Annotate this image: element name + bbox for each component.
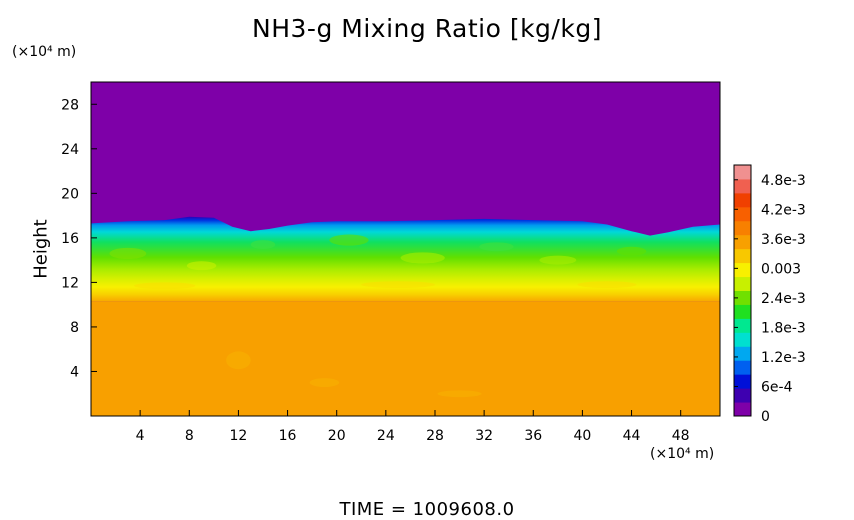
colorbar-segment: [734, 318, 751, 333]
texture-blob: [539, 255, 577, 265]
colorbar-segment: [734, 262, 751, 278]
texture-blob: [133, 282, 196, 290]
texture-blob: [479, 242, 514, 252]
texture-blobs: [109, 234, 647, 398]
x-tick-label: 40: [573, 428, 591, 444]
y-axis-unit: (×10⁴ m): [12, 44, 77, 60]
colorbar-segment: [734, 304, 751, 319]
colorbar-segment: [734, 178, 751, 194]
colorbar-label: 1.2e-3: [761, 350, 806, 366]
colorbar-segment: [734, 276, 751, 291]
texture-blob: [226, 351, 251, 370]
texture-blob: [577, 281, 637, 288]
x-tick-label: 32: [475, 428, 493, 444]
colorbar-segment: [734, 192, 751, 208]
texture-blob: [361, 281, 435, 288]
y-tick-label: 16: [61, 231, 79, 247]
y-tick-label: 20: [61, 186, 79, 202]
texture-blob: [616, 246, 647, 256]
y-tick-label: 28: [61, 97, 79, 113]
colorbar-frame: [733, 164, 752, 417]
texture-blob: [437, 390, 482, 398]
x-tick-label: 20: [328, 428, 346, 444]
colorbar-label: 0.003: [761, 261, 801, 277]
x-tick-label: 36: [524, 428, 542, 444]
colorbar-label: 3.6e-3: [761, 232, 806, 248]
colorbar-segment: [734, 332, 751, 347]
x-tick-label: 8: [185, 428, 194, 444]
texture-blob: [186, 261, 217, 271]
colorbar: 0 6e-4 1.2e-3 1.8e-3 2.4e-3 0.003 3.6e-3 4.2e-3…: [733, 164, 806, 425]
x-tick-label: 48: [672, 428, 690, 444]
x-tick-label: 12: [230, 428, 248, 444]
colorbar-segment: [734, 248, 751, 264]
x-axis-unit: (×10⁴ m): [650, 446, 715, 462]
colorbar-segment: [734, 165, 751, 180]
plot-frame: [90, 81, 721, 417]
x-tick-label: 4: [136, 428, 145, 444]
y-tick-label: 8: [70, 320, 79, 336]
colorbar-segment: [734, 206, 751, 222]
x-axis: 4 8 12 16 20 24 28 32 36 40 44 48: [136, 410, 690, 444]
y-tick-label: 24: [61, 142, 79, 158]
y-axis: 4 8 12 16 20 24 28: [61, 97, 97, 380]
colorbar-label: 1.8e-3: [761, 320, 806, 336]
colorbar-segment: [734, 346, 751, 361]
colorbar-label: 2.4e-3: [761, 291, 806, 307]
colorbar-segment: [734, 360, 751, 375]
texture-blob: [329, 234, 369, 246]
colorbar-segment: [734, 402, 751, 417]
y-tick-label: 4: [70, 364, 79, 380]
x-tick-label: 24: [377, 428, 395, 444]
colorbar-segment: [734, 388, 751, 403]
colorbar-label: 4.2e-3: [761, 202, 806, 218]
colorbar-label: 4.8e-3: [761, 173, 806, 189]
colorbar-segment: [734, 374, 751, 389]
chart-title: NH3-g Mixing Ratio [kg/kg]: [252, 14, 602, 43]
texture-blob: [309, 378, 340, 388]
x-tick-label: 16: [279, 428, 297, 444]
texture-blob: [109, 247, 147, 260]
colorbar-segment: [734, 290, 751, 305]
texture-blob: [250, 240, 276, 249]
heatmap-field: [91, 82, 720, 416]
colorbar-segment: [734, 220, 751, 236]
colorbar-label: 6e-4: [761, 379, 793, 395]
colorbar-segment: [734, 234, 751, 250]
texture-blob: [400, 252, 445, 264]
time-footer: TIME = 1009608.0: [339, 499, 515, 520]
colorbar-label: 0: [761, 409, 770, 425]
x-tick-label: 28: [426, 428, 444, 444]
region-lower: [91, 301, 720, 416]
x-tick-label: 44: [623, 428, 641, 444]
y-tick-label: 12: [61, 275, 79, 291]
